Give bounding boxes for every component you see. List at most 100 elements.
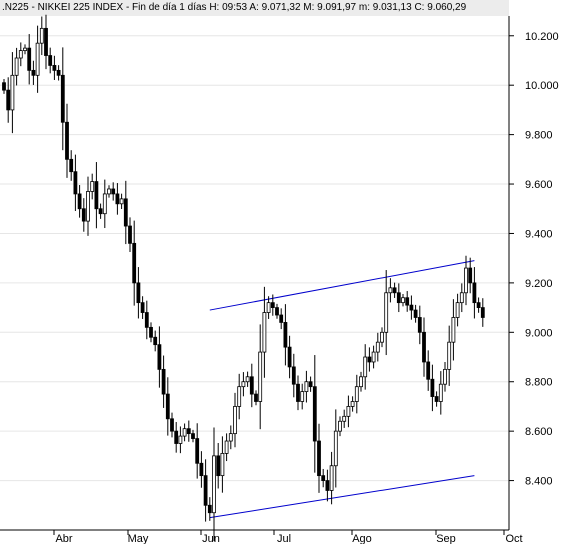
candle-body-down — [291, 366, 296, 385]
candle-body-down — [52, 65, 57, 71]
y-tick-label: 9.800 — [525, 130, 553, 142]
candle — [472, 267, 477, 319]
candle — [283, 304, 288, 366]
candle — [291, 353, 296, 398]
candle — [275, 303, 279, 319]
candle — [451, 299, 456, 361]
candle — [359, 371, 363, 392]
candle-body-up — [220, 452, 225, 477]
candle-body-up — [447, 341, 452, 370]
candle — [354, 374, 359, 414]
candle-body-down — [60, 74, 65, 123]
y-axis: 10.200 10.000 9.800 9.600 9.400 9.200 9.000 8.8… — [509, 31, 559, 488]
candle — [237, 373, 242, 420]
candle — [233, 392, 237, 448]
y-tick-label: 10.000 — [525, 80, 559, 92]
candle — [27, 34, 32, 85]
candle — [52, 55, 57, 81]
candle — [44, 14, 48, 70]
candle-body-up — [371, 351, 376, 363]
candle-body-down — [2, 82, 6, 91]
candle — [123, 180, 128, 245]
candles — [2, 14, 485, 542]
candle — [287, 335, 292, 379]
candle — [170, 412, 174, 438]
candle-body-down — [115, 193, 120, 205]
candle-body-up — [329, 465, 334, 491]
candle-body-down — [417, 317, 422, 333]
candle-body-up — [237, 386, 242, 407]
candle — [363, 344, 368, 390]
candle-body-down — [216, 455, 221, 477]
candle — [401, 294, 405, 307]
candle-body-down — [283, 322, 288, 348]
candle-body-up — [384, 292, 389, 333]
candle-body-down — [434, 396, 439, 402]
candle — [317, 423, 321, 493]
candle-body-down — [413, 309, 418, 318]
candle — [384, 270, 389, 356]
candle-body-down — [275, 307, 279, 316]
candle — [405, 291, 410, 312]
candle — [69, 150, 74, 181]
candle-body-down — [287, 346, 292, 368]
candle — [388, 278, 393, 303]
candle — [417, 305, 422, 345]
candle — [216, 443, 221, 489]
trend-channel — [209, 260, 475, 519]
candle-body-up — [363, 356, 368, 378]
candle — [304, 370, 309, 403]
candle-body-up — [35, 42, 40, 76]
candle-body-down — [174, 430, 179, 444]
candle-body-up — [10, 74, 15, 111]
candle-body-down — [81, 208, 86, 222]
grid-lines — [0, 35, 509, 482]
candle — [23, 44, 27, 55]
candle — [107, 185, 111, 198]
candle-body-up — [300, 391, 305, 402]
x-tick-label: Jul — [277, 533, 291, 544]
candle-body-up — [233, 406, 237, 435]
candle-body-down — [422, 331, 426, 363]
candle-body-up — [86, 191, 90, 222]
candle — [392, 282, 397, 298]
candle-body-up — [333, 430, 338, 467]
candle — [186, 420, 191, 442]
candle — [434, 391, 439, 407]
candle-body-down — [48, 55, 53, 66]
candle — [140, 296, 145, 319]
x-axis: Abr May Jun Jul Ago Sep Oct — [53, 530, 523, 544]
candle-body-up — [107, 188, 111, 195]
candle — [338, 416, 342, 437]
candle-body-up — [119, 198, 124, 205]
candle-body-up — [258, 351, 263, 402]
candle-body-down — [191, 433, 195, 439]
y-tick-label: 8.400 — [525, 476, 553, 488]
y-tick-label: 9.200 — [525, 278, 553, 290]
candle — [308, 376, 313, 392]
candle — [6, 77, 11, 123]
candle — [312, 355, 317, 473]
candle — [111, 182, 116, 201]
candle-body-up — [451, 317, 456, 343]
y-tick-label: 8.800 — [525, 377, 553, 389]
y-tick-label: 8.600 — [525, 426, 553, 438]
candle-body-up — [459, 292, 464, 304]
candle — [128, 217, 132, 252]
candle — [56, 65, 61, 81]
candle — [438, 371, 443, 415]
candle — [39, 16, 44, 56]
candle — [35, 25, 40, 93]
candle-body-down — [65, 121, 69, 160]
candle — [60, 47, 65, 151]
candle-body-down — [426, 361, 431, 380]
x-tick-label: May — [128, 533, 149, 544]
candle — [296, 375, 300, 411]
candle-body-down — [56, 69, 61, 76]
candle — [136, 267, 141, 319]
candle-body-down — [77, 193, 82, 210]
candle — [182, 423, 187, 442]
candle — [86, 176, 90, 236]
candle — [270, 294, 275, 316]
candle-body-up — [359, 376, 363, 388]
